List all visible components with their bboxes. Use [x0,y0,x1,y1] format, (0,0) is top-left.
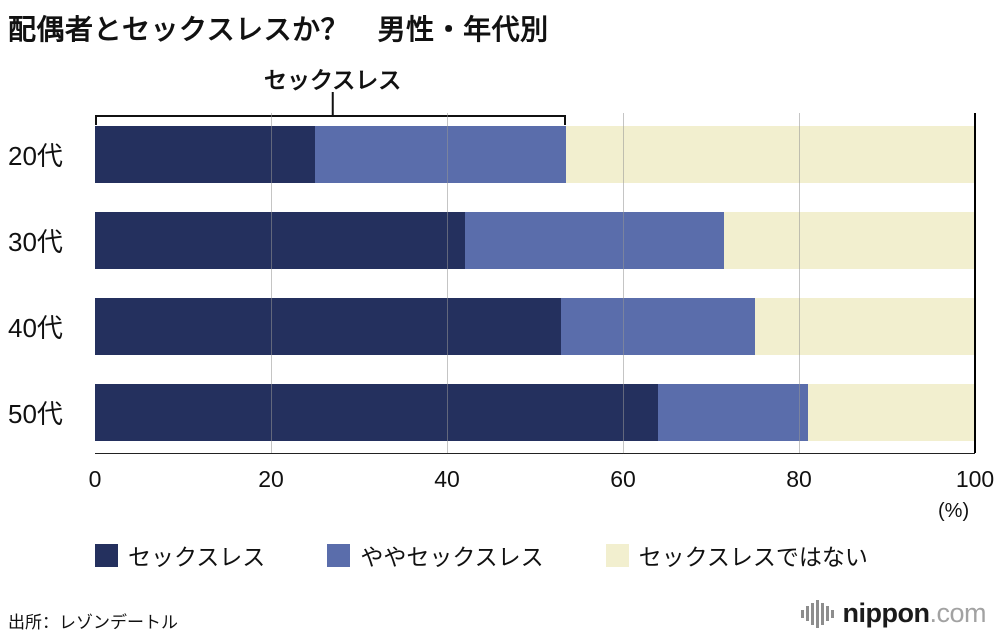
source-note: 出所：レゾンデートル [8,613,178,632]
bar-segment [95,384,659,441]
x-axis-tick-label: 20 [258,466,284,492]
axis-right-line [973,113,976,453]
bar-row [95,126,975,183]
page-title: 配偶者とセックスレスか？ 男性・年代別 [8,14,549,45]
y-axis-labels: 20代 30代 40代 50代 [8,126,63,470]
gridline [447,113,448,453]
x-axis-tick-label: 80 [786,466,812,492]
x-axis-tick-label: 60 [610,466,636,492]
x-axis-tick-label: 0 [88,466,102,492]
y-axis-label: 20代 [8,141,63,171]
legend-item: セックスレスではない [605,538,868,572]
legend-label: セックスレス [128,544,266,570]
nippon-logo: nippon.com [801,598,986,629]
annotation-bracket [95,115,566,125]
legend-label: セックスレスではない [638,544,868,570]
bar-row [95,384,975,441]
bar-segment [95,126,315,183]
annotation-label: セックスレス [263,67,402,93]
legend-swatch [605,543,629,567]
nippon-logo-domain: .com [929,598,986,628]
bar-segment [315,126,566,183]
bar-segment [95,298,562,355]
y-axis-label: 30代 [8,227,63,257]
nippon-logo-icon [801,599,834,628]
legend-swatch [327,543,351,567]
legend-label: ややセックスレス [360,544,544,570]
x-axis-tick-label: 100 [955,466,995,492]
x-axis-tick-label: 40 [434,466,460,492]
legend-item: ややセックスレス [327,538,544,572]
x-axis: 0 20 40 60 80 100 [89,466,995,496]
gridline [799,113,800,453]
nippon-logo-name: nippon [842,598,930,628]
plot-area: セックスレス [95,67,976,454]
y-axis-label: 50代 [8,399,63,429]
nippon-logo-text: nippon.com [842,598,987,629]
chart: 20代 30代 40代 50代 セックスレス [0,67,1000,458]
bar-segment [658,384,808,441]
bar-segment [754,298,975,355]
x-axis-unit: (%) [938,500,970,522]
legend-item: セックスレス [95,538,265,572]
bar-row [95,298,975,355]
legend-swatch [95,543,118,567]
annotation-connector-line [331,92,334,115]
bar-segment [561,298,755,355]
gridline [623,113,624,453]
bar-row [95,212,975,269]
bar-rows [95,126,975,470]
bar-segment [724,212,975,269]
bar-segment [807,384,975,441]
y-axis-label: 40代 [8,313,63,343]
bar-segment [565,126,975,183]
bar-segment [464,212,725,269]
bar-segment [95,212,465,269]
legend: セックスレス ややセックスレス セックスレスではない [95,538,868,572]
gridline [271,113,272,453]
